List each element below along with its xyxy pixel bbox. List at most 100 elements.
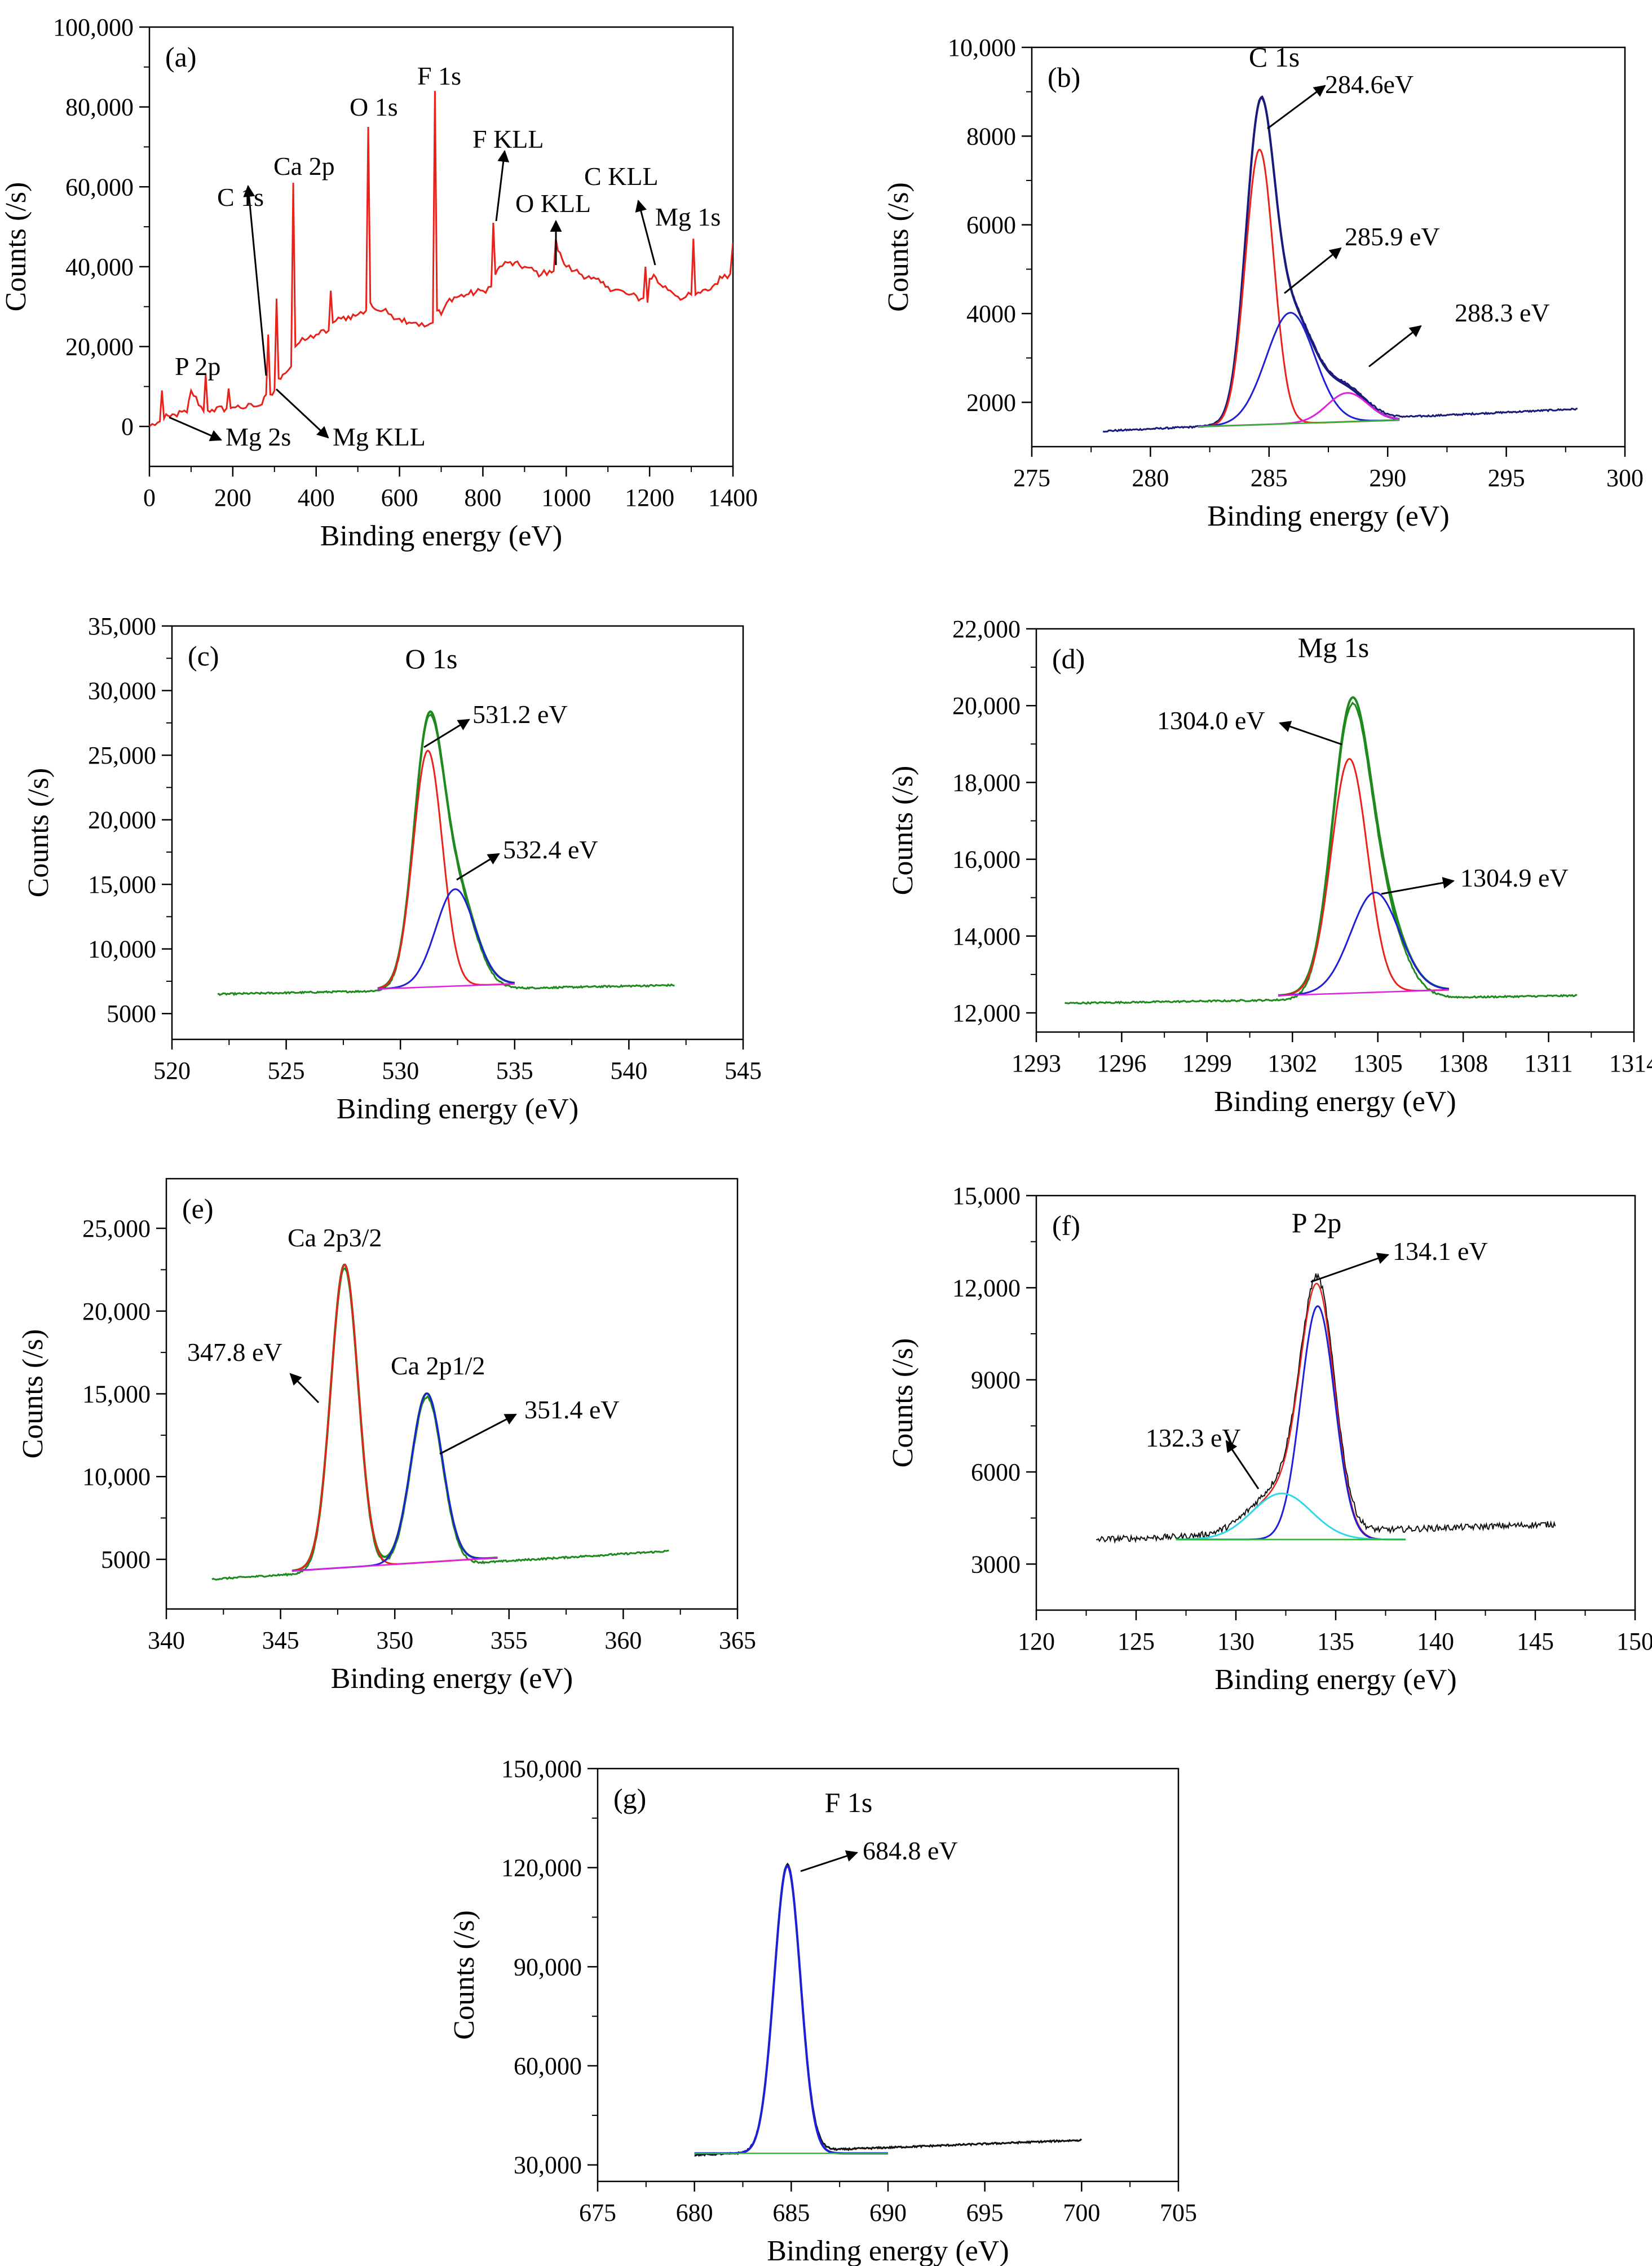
y-tick-label: 18,000 xyxy=(952,769,1021,796)
peak-annotation: 134.1 eV xyxy=(1393,1237,1488,1266)
plot-area xyxy=(1096,1272,1556,1544)
x-tick-label: 300 xyxy=(1606,464,1644,492)
x-tick-label: 280 xyxy=(1132,464,1169,492)
annotation-arrow xyxy=(800,1850,858,1872)
fit-component-1 xyxy=(694,1865,888,2154)
x-tick-label: 150 xyxy=(1616,1628,1652,1655)
x-tick-label: 285 xyxy=(1251,464,1288,492)
y-tick-label: 5000 xyxy=(101,1546,151,1573)
x-tick-label: 120 xyxy=(1018,1628,1055,1655)
annotation-arrow xyxy=(423,718,470,748)
x-tick-label: 200 xyxy=(214,484,251,512)
y-tick-label: 16,000 xyxy=(952,846,1021,874)
measured-spectrum xyxy=(1102,95,1578,433)
y-tick-label: 10,000 xyxy=(88,936,156,963)
x-tick-label: 1000 xyxy=(541,484,591,512)
panel-label: (f) xyxy=(1052,1210,1080,1241)
fit-component-1 xyxy=(1278,758,1449,997)
fit-component-2 xyxy=(1198,311,1400,427)
x-tick-label: 1296 xyxy=(1097,1050,1146,1077)
x-tick-label: 1200 xyxy=(625,484,674,512)
peak-annotation: Ca 2p1/2 xyxy=(391,1351,485,1380)
annotation-arrow xyxy=(635,199,656,266)
x-axis-title: Binding energy (eV) xyxy=(1214,1086,1456,1118)
y-tick-label: 25,000 xyxy=(82,1215,151,1242)
fit-baseline xyxy=(377,983,515,990)
x-axis-title: Binding energy (eV) xyxy=(1207,500,1449,532)
annotation-arrow xyxy=(1368,325,1422,368)
x-tick-label: 400 xyxy=(298,484,335,512)
peak-title: F 1s xyxy=(825,1787,873,1818)
chart-panel-e: 340 345 350 355 360 365 5000 10,000 15,000 20,000… xyxy=(17,1178,756,1695)
y-tick-label: 25,000 xyxy=(88,742,156,769)
peak-title: P 2p xyxy=(1292,1207,1341,1238)
y-tick-label: 20,000 xyxy=(82,1298,151,1325)
annotation-arrow xyxy=(1310,1253,1389,1283)
y-tick-label: 80,000 xyxy=(65,94,134,121)
y-tick-label: 10,000 xyxy=(948,34,1016,61)
x-tick-label: 340 xyxy=(148,1626,185,1654)
x-axis-title: Binding energy (eV) xyxy=(1214,1664,1456,1696)
y-tick-label: 35,000 xyxy=(88,612,156,640)
x-tick-label: 700 xyxy=(1063,2199,1100,2227)
y-tick-label: 12,000 xyxy=(952,1274,1021,1302)
x-tick-label: 695 xyxy=(966,2199,1004,2227)
y-tick-label: 12,000 xyxy=(952,999,1021,1027)
x-tick-label: 125 xyxy=(1117,1628,1155,1655)
x-tick-label: 0 xyxy=(143,484,156,512)
peak-annotation: 351.4 eV xyxy=(524,1395,620,1424)
y-tick-label: 5000 xyxy=(107,1000,156,1028)
x-tick-label: 685 xyxy=(772,2199,810,2227)
y-axis-title: Counts (/s) xyxy=(887,766,919,896)
y-tick-label: 150,000 xyxy=(501,1755,582,1783)
fit-envelope xyxy=(694,1864,888,2155)
series-line-survey xyxy=(149,91,733,427)
y-tick-label: 2000 xyxy=(966,389,1016,416)
x-tick-label: 520 xyxy=(153,1057,191,1084)
plot-area xyxy=(149,91,733,427)
measured-spectrum xyxy=(1096,1272,1556,1544)
x-tick-label: 145 xyxy=(1517,1628,1554,1655)
plot-frame xyxy=(1035,628,1635,1033)
measured-spectrum xyxy=(694,1862,1083,2157)
annotation-arrow xyxy=(1284,247,1342,294)
peak-annotation: Ca 2p3/2 xyxy=(288,1223,382,1252)
x-tick-label: 360 xyxy=(604,1626,642,1654)
fit-component-1 xyxy=(1198,148,1400,428)
x-tick-label: 345 xyxy=(262,1626,299,1654)
x-tick-label: 1400 xyxy=(708,484,758,512)
chart-panel-c: 520 525 530 535 540 545 5000 10,000 15,000 20,000… xyxy=(23,612,762,1125)
x-tick-label: 350 xyxy=(376,1626,413,1654)
y-tick-label: 3000 xyxy=(971,1550,1021,1578)
x-axis-title: Binding energy (eV) xyxy=(331,1663,573,1695)
x-tick-label: 1299 xyxy=(1182,1050,1232,1077)
x-tick-label: 680 xyxy=(676,2199,713,2227)
fit-component-2 xyxy=(1176,1492,1406,1541)
plot-area xyxy=(217,710,675,997)
plot-area xyxy=(1102,95,1578,433)
x-tick-label: 1314 xyxy=(1609,1050,1652,1077)
peak-annotation: P 2p xyxy=(175,352,220,381)
x-axis-title: Binding energy (eV) xyxy=(767,2235,1009,2266)
fit-baseline xyxy=(1198,419,1400,427)
x-tick-label: 135 xyxy=(1317,1628,1354,1655)
y-tick-label: 8000 xyxy=(966,122,1016,150)
y-axis-title: Counts (/s) xyxy=(17,1329,49,1459)
y-tick-label: 20,000 xyxy=(65,333,134,361)
annotation-arrow xyxy=(289,1373,320,1404)
peak-annotation: 1304.9 eV xyxy=(1460,863,1569,892)
x-tick-label: 535 xyxy=(496,1057,533,1084)
annotation-arrow xyxy=(495,149,510,222)
x-tick-label: 525 xyxy=(268,1057,305,1084)
panel-label: (a) xyxy=(165,41,197,73)
fit-component-2 xyxy=(377,888,515,990)
plot-area xyxy=(694,1862,1083,2157)
y-tick-label: 10,000 xyxy=(82,1463,151,1491)
measured-spectrum xyxy=(211,1267,669,1581)
peak-annotation: F 1s xyxy=(417,61,461,90)
x-tick-label: 540 xyxy=(610,1057,647,1084)
x-tick-label: 600 xyxy=(381,484,418,512)
y-tick-label: 30,000 xyxy=(88,677,156,705)
fit-baseline xyxy=(1278,989,1449,997)
